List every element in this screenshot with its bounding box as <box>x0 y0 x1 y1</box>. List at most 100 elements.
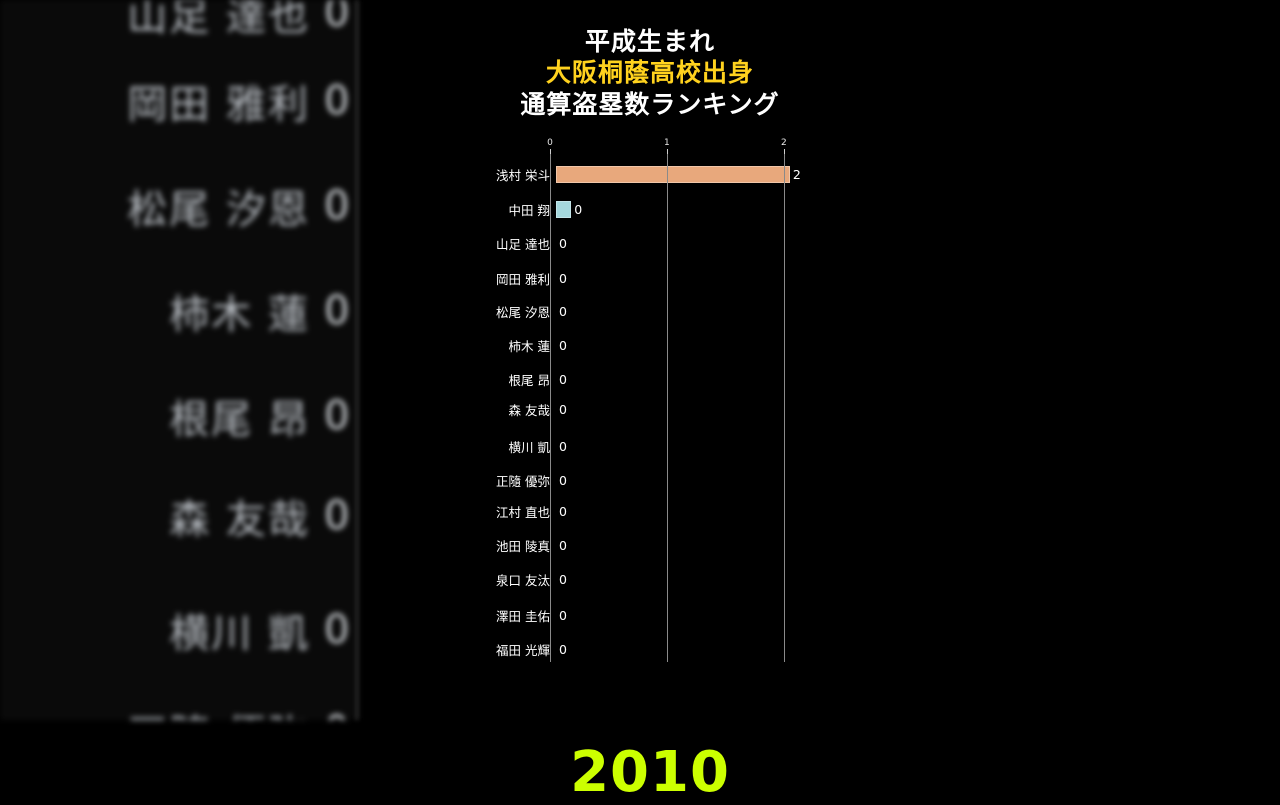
chart-title-line-2: 大阪桐蔭高校出身 <box>545 58 754 88</box>
bar-track: 0 <box>556 638 860 660</box>
bar-row-label: 泉口 友汰 <box>496 572 550 588</box>
bar-row-label: 松尾 汐恩 <box>496 304 550 320</box>
x-axis: 0 1 2 <box>440 138 860 154</box>
bar-value-label: 0 <box>559 338 567 353</box>
ghost-row-label: 根尾 昂 <box>169 396 310 443</box>
bar-row-label: 根尾 昂 <box>508 372 550 388</box>
bar-row-label: 中田 翔 <box>508 202 550 218</box>
bar-value-label: 0 <box>559 439 567 454</box>
ghost-row-value: 0 <box>324 0 352 36</box>
bar-row: 中田 翔 0 <box>440 198 860 220</box>
panel-divider <box>356 0 358 720</box>
bar-track: 0 <box>556 435 860 457</box>
bar-row: 浅村 栄斗 2 <box>440 163 860 185</box>
bar-row: 福田 光輝 0 <box>440 638 860 660</box>
bar-row-label: 森 友哉 <box>508 402 550 418</box>
ghost-row-label: 森 友哉 <box>169 496 310 543</box>
bar-track: 0 <box>556 267 860 289</box>
bar-row-label: 池田 陵真 <box>496 538 550 554</box>
ghost-row: 柿木 蓮 0 <box>0 258 360 363</box>
bar-row: 正隨 優弥 0 <box>440 469 860 491</box>
ghost-row-label: 松尾 汐恩 <box>127 186 310 233</box>
bar-track: 0 <box>556 500 860 522</box>
bar-row-label: 横川 凱 <box>508 439 550 455</box>
bar-value-label: 0 <box>559 304 567 319</box>
ghost-row: 森 友哉 0 <box>0 463 360 568</box>
ghost-row: 岡田 雅利 0 <box>0 48 360 153</box>
chart-title-line-3: 通算盗塁数ランキング <box>520 89 780 119</box>
bar-value-label: 0 <box>559 271 567 286</box>
bar-track: 0 <box>556 469 860 491</box>
ghost-row: 根尾 昂 0 <box>0 363 360 468</box>
bar-value-label: 0 <box>559 402 567 417</box>
bar-row: 横川 凱 0 <box>440 435 860 457</box>
x-tick-mark <box>783 149 785 154</box>
ghost-row-label: 柿木 蓮 <box>169 291 310 338</box>
ghost-row-value: 0 <box>324 77 352 124</box>
bar-value-label: 0 <box>559 236 567 251</box>
bar-value-label: 0 <box>559 642 567 657</box>
bar <box>556 166 790 183</box>
bar-value-label: 0 <box>559 372 567 387</box>
ghost-row-label: 横川 凱 <box>169 610 310 657</box>
x-tick-label: 1 <box>664 138 670 148</box>
bar-row: 澤田 圭佑 0 <box>440 604 860 626</box>
bar-row-label: 柿木 蓮 <box>508 338 550 354</box>
bar-row-label: 山足 達也 <box>496 236 550 252</box>
gridline <box>550 154 551 662</box>
bar-track: 0 <box>556 232 860 254</box>
bar-value-label: 0 <box>574 202 583 217</box>
ghost-row-value: 0 <box>324 287 352 334</box>
bar-row-label: 浅村 栄斗 <box>496 167 550 183</box>
bar-track: 0 <box>556 300 860 322</box>
bar-chart-race: 平成生まれ 大阪桐蔭高校出身 通算盗塁数ランキング 0 1 2 浅村 栄斗 2 中田 翔… <box>440 0 860 805</box>
bar-value-label: 0 <box>559 473 567 488</box>
video-frame: 山足 達也 0 岡田 雅利 0 松尾 汐恩 0 柿木 蓮 0 根尾 昂 0 森 … <box>0 0 860 805</box>
bar-row: 泉口 友汰 0 <box>440 568 860 590</box>
ghost-row-label: 山足 達也 <box>127 0 310 40</box>
bar-row-label: 澤田 圭佑 <box>496 608 550 624</box>
bar-value-label: 2 <box>792 167 801 182</box>
chart-title-block: 平成生まれ 大阪桐蔭高校出身 通算盗塁数ランキング <box>440 26 860 120</box>
bar-value-label: 0 <box>559 504 567 519</box>
year-counter: 2010 <box>570 740 730 805</box>
ghost-row: 横川 凱 0 <box>0 577 360 682</box>
bar-track: 0 <box>556 604 860 626</box>
bar-row: 池田 陵真 0 <box>440 534 860 556</box>
bar-row: 江村 直也 0 <box>440 500 860 522</box>
x-tick-label: 2 <box>780 138 787 148</box>
bar-track: 0 <box>556 534 860 556</box>
bar-row: 森 友哉 0 <box>440 398 860 420</box>
bar-track: 0 <box>556 198 860 220</box>
bar-row-label: 江村 直也 <box>496 504 550 520</box>
bar <box>556 201 572 218</box>
ghost-row-value: 0 <box>324 182 352 229</box>
bar-row: 山足 達也 0 <box>440 232 860 254</box>
bar-track: 2 <box>556 163 860 185</box>
bar-value-label: 0 <box>559 572 567 587</box>
ghost-row-value: 0 <box>324 708 360 721</box>
bar-row: 岡田 雅利 0 <box>440 267 860 289</box>
ghost-row: 正隨 優弥 0 <box>0 678 360 721</box>
chart-title-line-1: 平成生まれ <box>584 27 715 56</box>
bar-row: 根尾 昂 0 <box>440 368 860 390</box>
ghost-row-label: 岡田 雅利 <box>127 81 310 128</box>
x-tick-label: 0 <box>547 138 553 148</box>
x-tick-mark <box>550 149 551 154</box>
ghost-row-label: 正隨 優弥 <box>127 702 310 721</box>
bar-row: 柿木 蓮 0 <box>440 334 860 356</box>
bar-value-label: 0 <box>559 538 567 553</box>
bar-track: 0 <box>556 398 860 420</box>
gridline <box>783 154 785 662</box>
bar-track: 0 <box>556 568 860 590</box>
x-tick-mark <box>666 149 668 154</box>
ghost-row-value: 0 <box>324 606 352 653</box>
bar-row-label: 正隨 優弥 <box>496 473 550 489</box>
ghost-row-value: 0 <box>324 492 352 539</box>
bar-row: 松尾 汐恩 0 <box>440 300 860 322</box>
gridline <box>666 154 668 662</box>
bar-value-label: 0 <box>559 608 567 623</box>
ghost-row: 松尾 汐恩 0 <box>0 153 360 258</box>
ghost-row: 山足 達也 0 <box>0 0 360 65</box>
